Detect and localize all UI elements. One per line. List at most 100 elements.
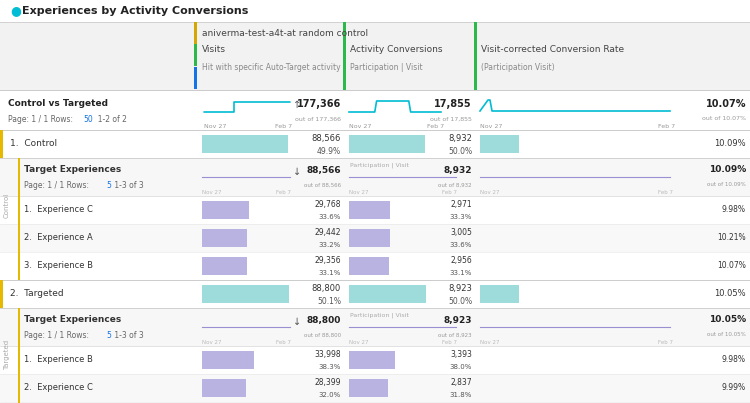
Text: 38.0%: 38.0% [450,364,472,370]
Text: Feb 7: Feb 7 [658,341,673,345]
Text: Nov 27: Nov 27 [202,191,221,195]
Bar [0,196,750,224]
Bar [18,252,20,280]
Text: Nov 27: Nov 27 [349,341,368,345]
Text: 2,837: 2,837 [450,378,472,388]
Text: Nov 27: Nov 27 [204,123,226,129]
Text: ↑: ↑ [293,100,301,110]
Text: Control vs Targeted: Control vs Targeted [8,100,108,108]
Bar [349,135,425,153]
Text: out of 17,855: out of 17,855 [430,116,472,121]
Text: Nov 27: Nov 27 [480,191,500,195]
Text: 29,768: 29,768 [314,201,341,210]
Bar [343,22,346,90]
Text: 1.  Control: 1. Control [10,139,57,148]
Text: 1.  Experience B: 1. Experience B [24,355,93,364]
Text: Feb 7: Feb 7 [442,341,457,345]
Bar [0,224,750,252]
Text: ↓: ↓ [293,167,301,177]
Text: out of 88,800: out of 88,800 [304,332,341,337]
Text: 5: 5 [106,181,111,189]
Text: 49.9%: 49.9% [316,147,341,156]
Text: out of 10.09%: out of 10.09% [707,183,746,187]
Text: ↓: ↓ [293,317,301,327]
Text: Feb 7: Feb 7 [442,191,457,195]
Text: 31.8%: 31.8% [450,392,472,398]
Bar [474,22,477,90]
Bar [0,90,750,130]
Bar [0,22,750,90]
Text: Page: 1 / 1 Rows:: Page: 1 / 1 Rows: [24,181,92,189]
Text: 10.05%: 10.05% [709,316,746,324]
Text: Feb 7: Feb 7 [276,191,291,195]
Text: 10.07%: 10.07% [706,99,746,109]
Text: 33.1%: 33.1% [450,270,472,276]
Text: 8,932: 8,932 [448,135,472,143]
Text: 29,442: 29,442 [314,229,341,237]
Text: 28,399: 28,399 [314,378,341,388]
Text: Feb 7: Feb 7 [276,341,291,345]
Bar [202,351,254,369]
Text: Control: Control [4,192,10,218]
Text: 33,998: 33,998 [314,351,341,359]
Text: 1-3 of 3: 1-3 of 3 [112,330,144,339]
Text: Feb 7: Feb 7 [275,123,292,129]
Text: 8,932: 8,932 [443,166,472,174]
Text: 10.05%: 10.05% [714,289,746,299]
Text: 2.  Experience A: 2. Experience A [24,233,93,243]
Text: Hit with specific Auto-Target activity: Hit with specific Auto-Target activity [202,62,340,71]
Text: Visit-corrected Conversion Rate: Visit-corrected Conversion Rate [481,46,624,54]
Text: Nov 27: Nov 27 [349,191,368,195]
Bar [0,280,750,308]
Text: Target Experiences: Target Experiences [24,166,122,174]
Bar [18,402,20,403]
Text: out of 10.05%: out of 10.05% [707,332,746,337]
Text: Feb 7: Feb 7 [658,123,675,129]
Bar [349,351,395,369]
Text: Experiences by Activity Conversions: Experiences by Activity Conversions [22,6,248,16]
Text: Participation | Visit: Participation | Visit [350,62,423,71]
Text: ●: ● [10,4,21,17]
Text: Nov 27: Nov 27 [480,123,502,129]
Bar [18,224,20,252]
Text: Target Experiences: Target Experiences [24,316,122,324]
Text: 9.98%: 9.98% [722,355,746,364]
Text: 32.0%: 32.0% [319,392,341,398]
Text: Feb 7: Feb 7 [427,123,444,129]
Text: 177,366: 177,366 [297,99,341,109]
Text: 8,923: 8,923 [448,285,472,293]
Text: 33.6%: 33.6% [319,214,341,220]
Bar [0,402,750,403]
Text: out of 8,932: out of 8,932 [438,183,472,187]
Text: 50.0%: 50.0% [448,297,472,305]
Text: 3,393: 3,393 [450,351,472,359]
Text: 50.0%: 50.0% [448,147,472,156]
Bar [194,44,197,66]
Bar [202,379,246,397]
Text: (Participation Visit): (Participation Visit) [481,62,554,71]
Text: 2,956: 2,956 [450,256,472,266]
Text: 88,800: 88,800 [307,316,341,324]
Bar [18,308,20,346]
Bar [349,201,390,219]
Text: 88,566: 88,566 [312,135,341,143]
Text: 29,356: 29,356 [314,256,341,266]
Text: 33.6%: 33.6% [450,242,472,248]
Text: 1.  Experience C: 1. Experience C [24,206,93,214]
Text: Page: 1 / 1 Rows:: Page: 1 / 1 Rows: [24,330,92,339]
Bar [18,196,20,224]
Text: Participation | Visit: Participation | Visit [350,162,409,168]
Text: 2,971: 2,971 [450,201,472,210]
Bar [202,201,249,219]
Bar [202,285,289,303]
Text: 10.09%: 10.09% [714,139,746,148]
Text: Activity Conversions: Activity Conversions [350,46,442,54]
Text: 10.21%: 10.21% [717,233,746,243]
Text: 1-3 of 3: 1-3 of 3 [112,181,144,189]
Text: 9.99%: 9.99% [722,384,746,393]
Bar [0,130,750,158]
Text: Visits: Visits [202,46,226,54]
Bar [0,308,750,346]
Text: out of 10.07%: out of 10.07% [702,116,746,121]
Bar [349,229,390,247]
